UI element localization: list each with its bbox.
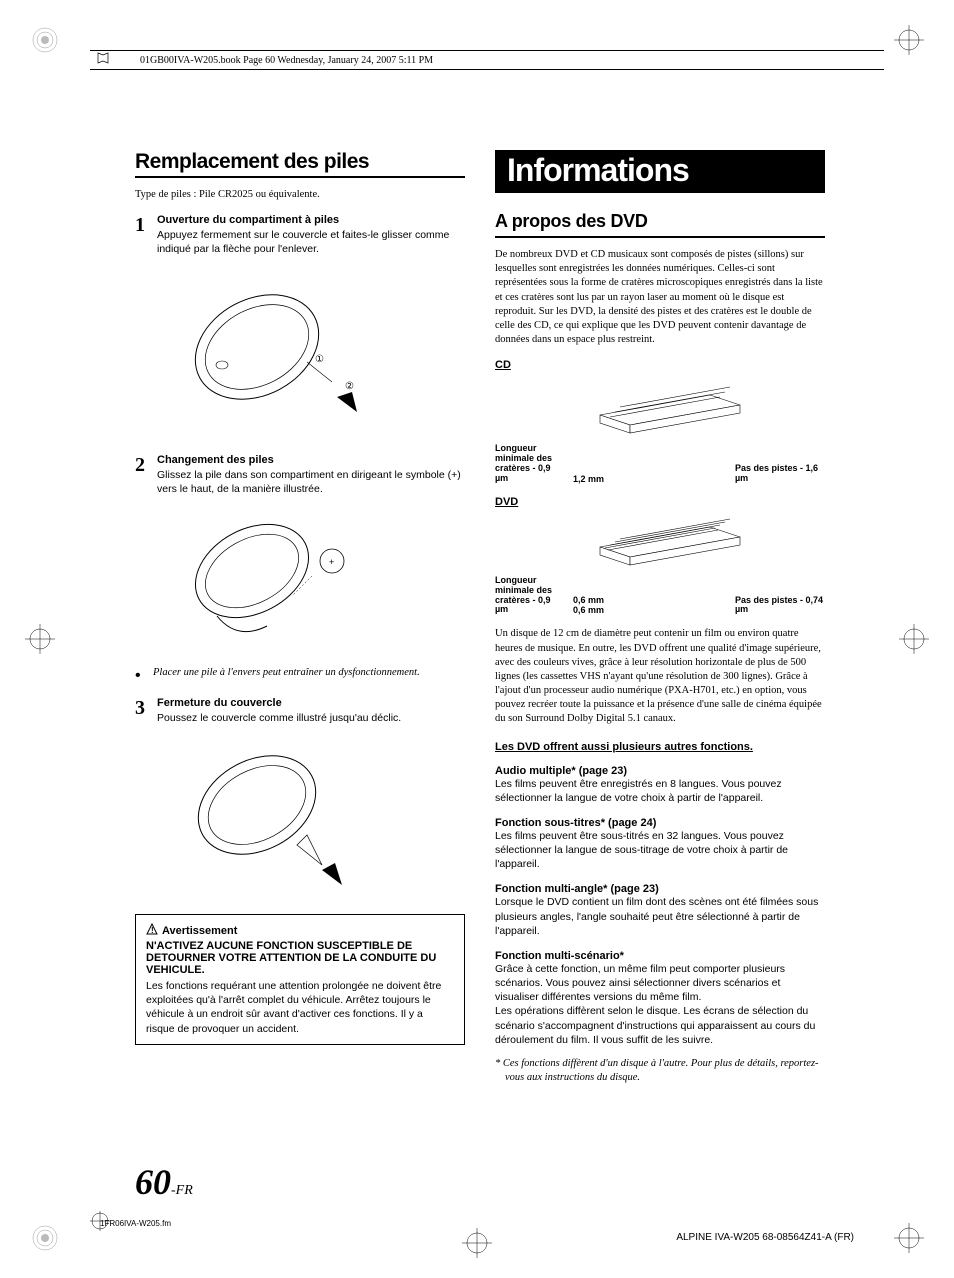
registration-mark-icon xyxy=(30,1223,60,1253)
page-number: 60-FR xyxy=(135,1161,193,1203)
step-title: Ouverture du compartiment à piles xyxy=(157,214,465,226)
disclaimer: * Ces fonctions diffèrent d'un disque à … xyxy=(495,1057,825,1084)
registration-mark-icon xyxy=(894,1223,924,1253)
feature-body: Les films peuvent être enregistrés en 8 … xyxy=(495,777,825,805)
section-rule xyxy=(135,176,465,178)
book-spine-icon xyxy=(96,51,110,70)
dvd-intro: De nombreux DVD et CD musicaux sont comp… xyxy=(495,248,825,347)
page-number-value: 60 xyxy=(135,1162,171,1202)
warning-box: ! Avertissement N'ACTIVEZ AUCUNE FONCTIO… xyxy=(135,914,465,1045)
registration-mark-icon xyxy=(899,624,929,654)
cd-left-label: Longueur minimale des cratères - 0,9 µm xyxy=(495,444,565,484)
dvd-left-label: Longueur minimale des cratères - 0,9 µm xyxy=(495,576,565,616)
features-heading: Les DVD offrent aussi plusieurs autres f… xyxy=(495,741,825,753)
info-banner: Informations xyxy=(495,150,825,193)
step-number: 2 xyxy=(135,454,157,496)
feature-body: Grâce à cette fonction, un même film peu… xyxy=(495,962,825,1047)
feature-title: Fonction multi-scénario* xyxy=(495,950,825,962)
sub-section-title: A propos des DVD xyxy=(495,211,825,232)
step-title: Fermeture du couvercle xyxy=(157,697,465,709)
feature-body: Les films peuvent être sous-titrés en 32… xyxy=(495,829,825,872)
disc-paragraph: Un disque de 12 cm de diamètre peut cont… xyxy=(495,627,825,726)
footer-filename: 1FR06IVA-W205.fm xyxy=(100,1219,171,1228)
registration-mark-icon xyxy=(894,25,924,55)
dvd-right-label: Pas des pistes - 0,74 µm xyxy=(735,596,825,616)
warning-title: N'ACTIVEZ AUCUNE FONCTION SUSCEPTIBLE DE… xyxy=(146,940,454,976)
registration-mark-icon xyxy=(30,25,60,55)
registration-mark-icon xyxy=(462,1228,492,1258)
dvd-diagram: DVD xyxy=(495,496,825,616)
feature-title: Fonction sous-titres* (page 24) xyxy=(495,817,825,829)
warning-triangle-icon: ! xyxy=(146,923,158,938)
step-number: 1 xyxy=(135,214,157,256)
svg-text:②: ② xyxy=(345,381,354,392)
step-number: 3 xyxy=(135,697,157,725)
subsection-rule xyxy=(495,236,825,238)
warning-label: Avertissement xyxy=(162,925,237,937)
right-column: Informations A propos des DVD De nombreu… xyxy=(495,150,825,1084)
dvd-center-2: 0,6 mm xyxy=(573,605,604,615)
feature-title: Fonction multi-angle* (page 23) xyxy=(495,883,825,895)
step-body: Glissez la pile dans son compartiment en… xyxy=(157,468,465,496)
section-title: Remplacement des piles xyxy=(135,150,465,174)
battery-type-text: Type de piles : Pile CR2025 ou équivalen… xyxy=(135,188,465,202)
step-body: Appuyez fermement sur le couvercle et fa… xyxy=(157,228,465,256)
cd-label: CD xyxy=(495,359,825,371)
dvd-label: DVD xyxy=(495,496,825,508)
feature-title: Audio multiple* (page 23) xyxy=(495,765,825,777)
header-text: 01GB00IVA-W205.book Page 60 Wednesday, J… xyxy=(140,55,433,66)
remote-battery-illustration: + xyxy=(157,506,465,661)
feature-body: Lorsque le DVD contient un film dont des… xyxy=(495,895,825,938)
step-2: 2 Changement des piles Glissez la pile d… xyxy=(135,454,465,496)
running-header: 01GB00IVA-W205.book Page 60 Wednesday, J… xyxy=(90,50,884,70)
dvd-center-1: 0,6 mm xyxy=(573,595,604,605)
remote-close-illustration xyxy=(157,735,465,900)
footer-model: ALPINE IVA-W205 68-08564Z41-A (FR) xyxy=(676,1232,854,1243)
svg-text:+: + xyxy=(329,557,334,567)
svg-text:!: ! xyxy=(151,926,154,935)
registration-mark-icon xyxy=(25,624,55,654)
page: 01GB00IVA-W205.book Page 60 Wednesday, J… xyxy=(0,0,954,1278)
cd-diagram: CD Longueur minimale des xyxy=(495,359,825,484)
step-body: Poussez le couvercle comme illustré jusq… xyxy=(157,711,465,725)
note-text: Placer une pile à l'envers peut entraîne… xyxy=(153,667,420,685)
cd-center-label: 1,2 mm xyxy=(573,474,604,484)
remote-open-illustration: ① ② xyxy=(157,267,465,442)
page-number-suffix: -FR xyxy=(171,1183,193,1198)
svg-text:①: ① xyxy=(315,354,324,365)
cd-right-label: Pas des pistes - 1,6 µm xyxy=(735,464,825,484)
left-column: Remplacement des piles Type de piles : P… xyxy=(135,150,465,1084)
note-row: • Placer une pile à l'envers peut entraî… xyxy=(135,667,465,685)
warning-body: Les fonctions requérant une attention pr… xyxy=(146,979,454,1036)
step-1: 1 Ouverture du compartiment à piles Appu… xyxy=(135,214,465,256)
step-title: Changement des piles xyxy=(157,454,465,466)
step-3: 3 Fermeture du couvercle Poussez le couv… xyxy=(135,697,465,725)
